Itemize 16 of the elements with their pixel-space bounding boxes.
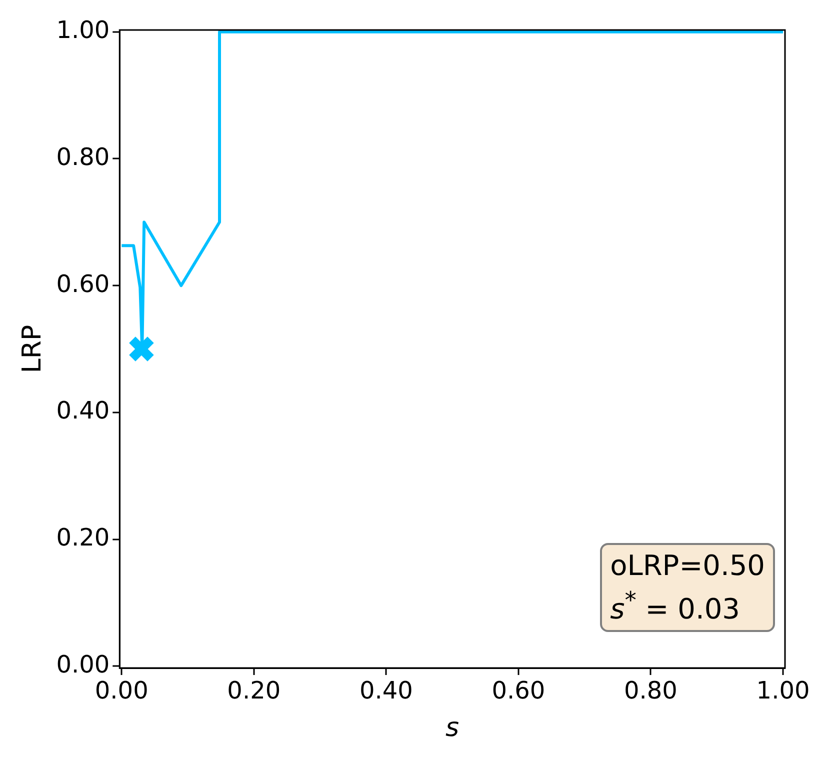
y-tick-label: 0.40 <box>56 396 110 425</box>
x-tick-label: 0.00 <box>94 676 148 705</box>
x-tick-label: 0.40 <box>359 676 413 705</box>
annotation: s$^{*}$ = 0.03 <box>610 585 741 626</box>
y-axis-title: LRP <box>17 324 48 374</box>
y-tick-label: 0.00 <box>56 650 110 678</box>
x-axis-title: s <box>446 713 460 744</box>
x-tick-label: 0.20 <box>227 676 281 705</box>
x-tick-label: 1.00 <box>756 676 810 705</box>
y-tick-label: 0.60 <box>56 270 110 298</box>
y-tick-label: 0.20 <box>56 523 110 552</box>
y-tick-label: 1.00 <box>56 16 110 44</box>
x-tick-label: 0.80 <box>624 676 678 705</box>
x-tick-label: 0.60 <box>492 676 546 705</box>
y-tick-label: 0.80 <box>56 142 110 171</box>
annotation: oLRP=0.50 <box>610 549 765 583</box>
